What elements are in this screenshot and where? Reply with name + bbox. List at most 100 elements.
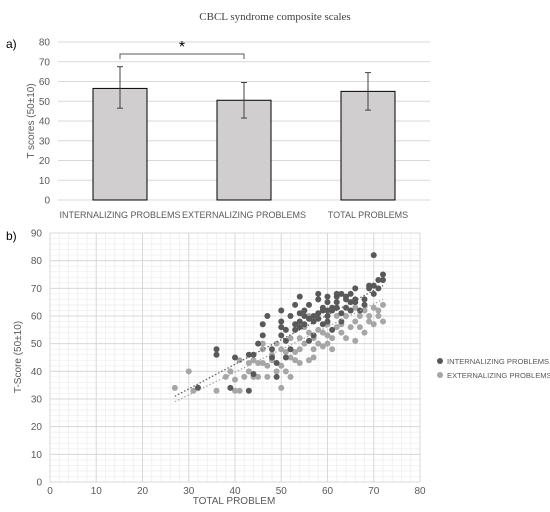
scatter-point: [361, 329, 368, 336]
scatter-point: [329, 326, 336, 333]
scatter-point: [324, 313, 331, 319]
scatter-point: [329, 335, 336, 342]
scatter-point: [282, 337, 289, 344]
scatter-point: [338, 329, 345, 336]
scatter-point: [343, 304, 349, 311]
scatter-point: [259, 332, 266, 339]
scatter-point: [338, 310, 345, 317]
scatter-point: [250, 357, 257, 364]
scatter-point: [347, 307, 354, 314]
significance-bracket: *: [119, 39, 245, 59]
scatter-chart-y-tick-label: 30: [31, 395, 43, 406]
scatter-point: [232, 354, 238, 361]
scatter-point: [356, 313, 363, 319]
scatter-point: [380, 301, 386, 308]
bar-chart-y-tick-label: 10: [39, 176, 51, 187]
scatter-point: [273, 368, 280, 375]
scatter-point: [370, 252, 377, 259]
scatter-point: [324, 299, 331, 306]
scatter-point: [259, 360, 266, 367]
scatter-point: [287, 354, 294, 361]
scatter-chart-x-axis-label: TOTAL PROBLEM: [193, 496, 276, 507]
bar-chart-category-label: INTERNALIZING PROBLEMS: [59, 210, 180, 220]
scatter-chart-x-tick-label: 0: [47, 486, 53, 497]
scatter-point: [347, 290, 354, 297]
scatter-point: [361, 296, 368, 303]
scatter-point: [278, 307, 285, 314]
bar-chart: 0 10 20 30 40 50 60 70 80 INTERNALIZING PROBLEMS…: [26, 38, 430, 220]
scatter-point: [310, 346, 317, 353]
scatter-point: [315, 296, 322, 303]
legend-label: INTERNALIZING PROBLEMS: [447, 357, 549, 366]
scatter-chart-x-tick-label: 50: [276, 486, 288, 497]
scatter-point: [236, 387, 243, 394]
scatter-point: [292, 321, 299, 328]
panel-a-label: a): [6, 37, 17, 51]
scatter-point: [361, 301, 368, 308]
scatter-point: [315, 340, 322, 347]
scatter-point: [264, 362, 271, 369]
scatter-chart-y-tick-label: 60: [31, 312, 43, 323]
scatter-point: [278, 384, 285, 391]
panel-b-label: b): [6, 229, 17, 243]
scatter-chart-y-tick-label: 20: [31, 422, 43, 433]
scatter-point: [296, 360, 303, 367]
scatter-chart-y-tick-label: 90: [31, 229, 43, 240]
scatter-chart-points: [171, 252, 386, 394]
scatter-point: [227, 368, 234, 375]
scatter-chart-x-tick-label: 10: [91, 486, 103, 497]
scatter-point: [343, 335, 349, 342]
scatter-point: [352, 296, 359, 303]
scatter-point: [301, 307, 308, 314]
scatter-point: [287, 373, 294, 380]
scatter-point: [366, 282, 373, 289]
scatter-point: [329, 346, 336, 353]
scatter-point: [301, 321, 308, 328]
scatter-point: [255, 340, 262, 347]
scatter-point: [310, 332, 317, 339]
scatter-point: [195, 384, 201, 391]
scatter-point: [301, 340, 308, 347]
scatter-point: [306, 357, 312, 364]
scatter-point: [287, 346, 294, 353]
scatter-point: [250, 371, 257, 378]
scatter-point: [292, 348, 299, 355]
bar: [340, 90, 396, 201]
bar-chart-category-label: EXTERNALIZING PROBLEMS: [182, 210, 306, 220]
scatter-point: [255, 373, 262, 380]
scatter-point: [333, 290, 340, 297]
scatter-point: [310, 313, 317, 319]
scatter-point: [310, 318, 317, 325]
scatter-point: [232, 376, 238, 383]
scatter-point: [324, 332, 331, 339]
scatter-point: [347, 324, 354, 331]
scatter-point: [324, 307, 331, 314]
figure-title: CBCL syndrome composite scales: [199, 11, 350, 23]
scatter-point: [241, 373, 248, 380]
bar-chart-y-tick-label: 40: [39, 117, 51, 128]
scatter-point: [269, 354, 275, 361]
scatter-point: [370, 282, 377, 289]
scatter-point: [282, 326, 289, 333]
scatter-chart-x-tick-label: 30: [183, 486, 195, 497]
scatter-point: [315, 310, 322, 317]
bar-chart-y-tick-label: 80: [39, 38, 51, 49]
scatter-point: [333, 324, 340, 331]
scatter-point: [296, 310, 303, 317]
scatter-point: [319, 321, 326, 328]
scatter-point: [264, 313, 271, 319]
scatter-point: [324, 318, 331, 325]
legend-marker: [437, 358, 443, 364]
scatter-point: [259, 346, 266, 353]
scatter-point: [306, 337, 312, 344]
bar-chart-y-tick-label: 70: [39, 57, 51, 68]
scatter-point: [245, 368, 252, 375]
scatter-point: [296, 324, 303, 331]
scatter-point: [315, 290, 322, 297]
scatter-point: [352, 304, 359, 311]
legend-label: EXTERNALIZING PROBLEMS: [447, 371, 550, 380]
scatter-point: [352, 318, 359, 325]
scatter-chart-x-ticks: 0 10 20 30 40 50 60 70 80: [47, 486, 426, 497]
scatter-chart-y-tick-label: 80: [31, 256, 43, 267]
scatter-point: [282, 348, 289, 355]
